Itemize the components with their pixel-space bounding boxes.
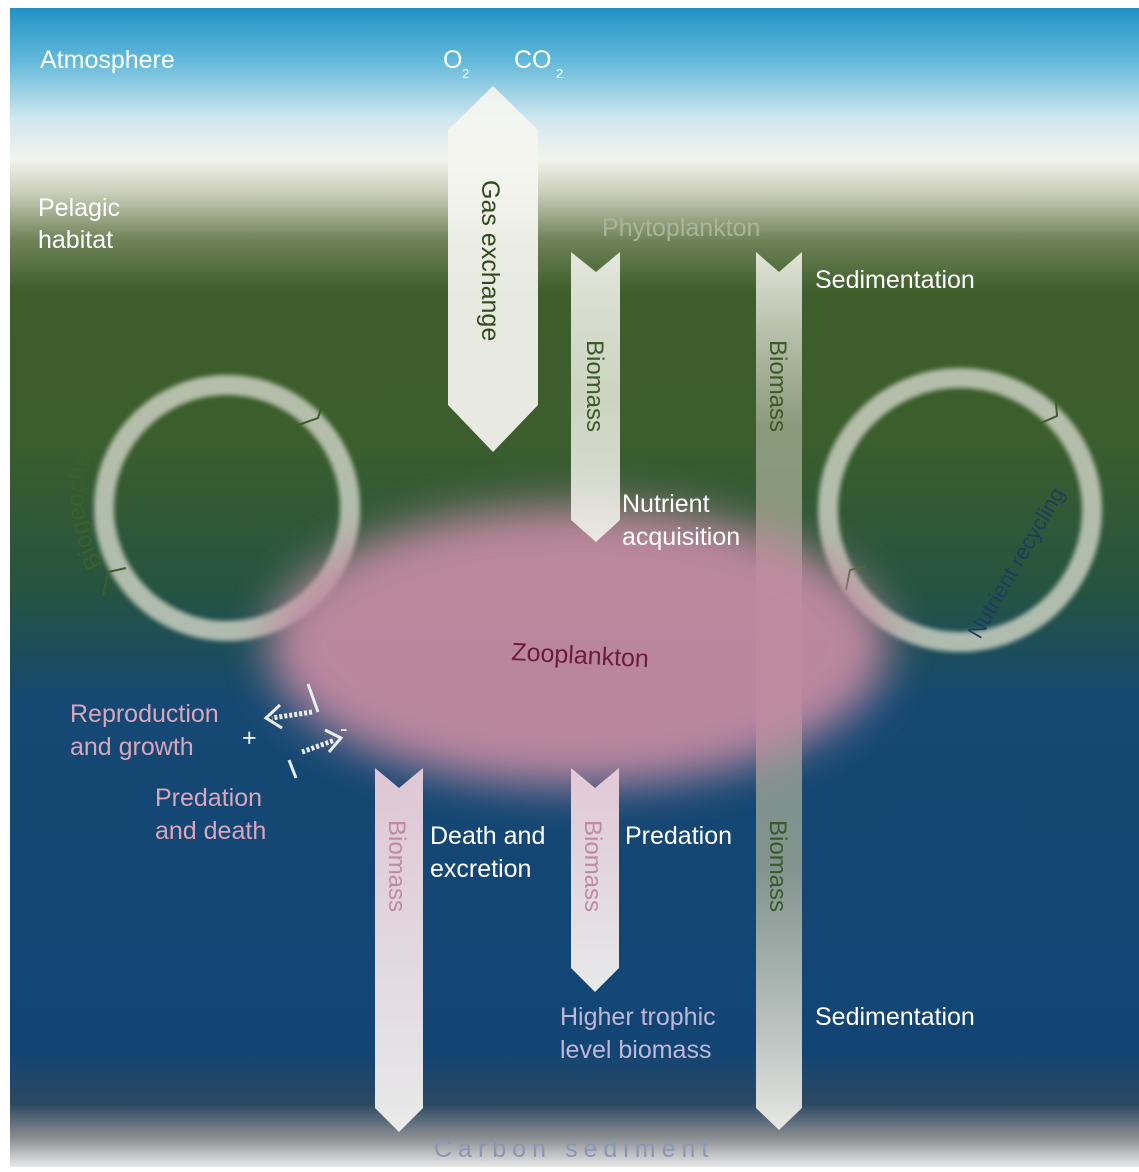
nutrient-acquisition-line1: Nutrient (622, 490, 710, 518)
sedimentation-bottom-label: Sedimentation (815, 1003, 975, 1031)
phytoplankton-biomass-label: Biomass (581, 340, 608, 432)
higher-trophic-line2: level biomass (560, 1036, 711, 1064)
higher-trophic-line1: Higher trophic (560, 1003, 716, 1031)
sedimentation-biomass-lower-label: Biomass (764, 820, 791, 912)
carbon-sediment-label: Carbon sediment (434, 1135, 714, 1163)
death-biomass-label: Biomass (383, 820, 410, 912)
o2-text: O (443, 46, 462, 74)
death-excretion-line2: excretion (430, 855, 531, 883)
reproduction-growth-line1: Reproduction (70, 700, 219, 728)
co2-subscript: 2 (556, 66, 563, 81)
nutrient-acquisition-line2: acquisition (622, 523, 740, 551)
predation-biomass-label: Biomass (579, 820, 606, 912)
minus-sign: - (340, 716, 347, 741)
gas-exchange-label: Gas exchange (476, 180, 504, 341)
pelagic-habitat-line2: habitat (38, 226, 113, 254)
co2-text: CO (514, 46, 552, 74)
phytoplankton-label: Phytoplankton (602, 214, 760, 242)
atmosphere-label: Atmosphere (40, 46, 175, 74)
sedimentation-top-label: Sedimentation (815, 266, 975, 294)
o2-subscript: 2 (462, 66, 469, 81)
pelagic-habitat-line1: Pelagic (38, 194, 120, 222)
plus-sign: + (242, 724, 257, 752)
reproduction-growth-line2: and growth (70, 733, 194, 761)
death-excretion-line1: Death and (430, 822, 545, 850)
predation-label: Predation (625, 822, 732, 850)
sedimentation-biomass-label: Biomass (764, 340, 791, 432)
predation-death-line1: Predation (155, 784, 262, 812)
predation-death-line2: and death (155, 817, 266, 845)
